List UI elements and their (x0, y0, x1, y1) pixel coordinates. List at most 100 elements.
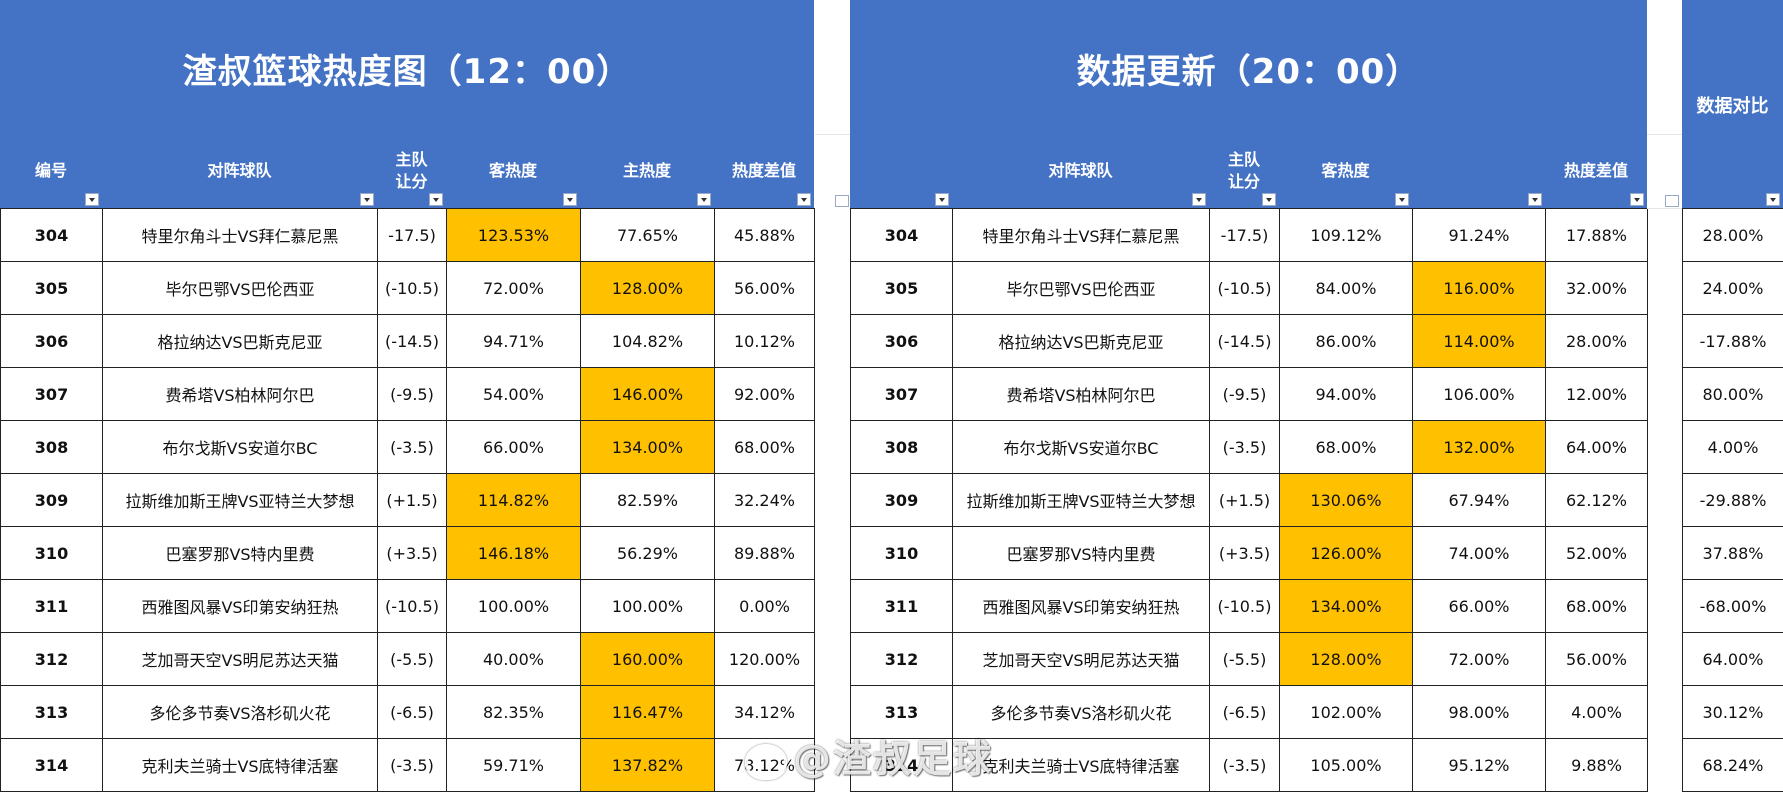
filter-button[interactable] (935, 193, 949, 206)
cell-heat-diff: 68.00% (1545, 579, 1648, 633)
cell-spread: (-14.5) (1209, 314, 1280, 368)
cell-heat-diff: 17.88% (1545, 208, 1648, 262)
cell-spread: (-6.5) (1209, 685, 1280, 739)
filter-button[interactable] (697, 193, 711, 206)
cell-match: 克利夫兰骑士VS底特律活塞 (952, 738, 1210, 792)
cell-heat-diff: 32.24% (714, 473, 815, 527)
table-row: 37.88% (1682, 526, 1783, 580)
cell-home-heat: 100.00% (580, 579, 715, 633)
spacer-column (815, 0, 850, 794)
filter-button[interactable] (1630, 193, 1644, 206)
cell-match: 西雅图风暴VS印第安纳狂热 (102, 579, 378, 633)
cell-home-heat: 134.00% (580, 420, 715, 474)
table-row: 309 拉斯维加斯王牌VS亚特兰大梦想 (+1.5) 114.82% 82.59% 32.… (0, 473, 815, 527)
table-row: 64.00% (1682, 632, 1783, 686)
filter-button[interactable] (797, 193, 811, 206)
cell-away-heat: 72.00% (446, 261, 581, 315)
cell-heat-diff: 0.00% (714, 579, 815, 633)
col-header-home: 主热度 (580, 145, 714, 208)
cell-home-heat: 104.82% (580, 314, 715, 368)
cell-match: 多伦多节奏VS洛杉矶火花 (952, 685, 1210, 739)
filter-button[interactable] (1665, 195, 1679, 207)
cell-id: 304 (850, 208, 953, 262)
cell-id: 312 (850, 632, 953, 686)
table-row: 312 芝加哥天空VS明尼苏达天猫 (-5.5) 128.00% 72.00% 56.00… (850, 632, 1648, 686)
filter-button[interactable] (1262, 193, 1276, 206)
left-panel: 渣叔篮球热度图（12：00） 编号 对阵球队 主队让分 客热度 主热度 热度差值… (0, 0, 815, 792)
spacer-column (1647, 0, 1682, 794)
filter-button[interactable] (85, 193, 99, 206)
cell-heat-diff: 92.00% (714, 367, 815, 421)
col-header-id (850, 145, 952, 208)
cell-home-heat: 128.00% (580, 261, 715, 315)
table-row: 314 克利夫兰骑士VS底特律活塞 (-3.5) 59.71% 137.82% 78.12… (0, 738, 815, 792)
filter-button[interactable] (360, 193, 374, 206)
table-row: 24.00% (1682, 261, 1783, 315)
cell-home-heat: 95.12% (1412, 738, 1546, 792)
cell-compare: 28.00% (1682, 208, 1783, 262)
cell-away-heat: 109.12% (1279, 208, 1413, 262)
table-row: 308 布尔戈斯VS安道尔BC (-3.5) 66.00% 134.00% 68.00% (0, 420, 815, 474)
cell-away-heat: 94.71% (446, 314, 581, 368)
compare-title: 数据对比 (1696, 96, 1769, 117)
table-row: 311 西雅图风暴VS印第安纳狂热 (-10.5) 134.00% 66.00% 68.0… (850, 579, 1648, 633)
cell-match: 毕尔巴鄂VS巴伦西亚 (952, 261, 1210, 315)
cell-away-heat: 100.00% (446, 579, 581, 633)
filter-button[interactable] (1528, 193, 1542, 206)
col-header-diff: 热度差值 (714, 145, 814, 208)
cell-heat-diff: 4.00% (1545, 685, 1648, 739)
cell-id: 312 (0, 632, 103, 686)
filter-button[interactable] (429, 193, 443, 206)
cell-id: 305 (850, 261, 953, 315)
table-row: 314 克利夫兰骑士VS底特律活塞 (-3.5) 105.00% 95.12% 9.88% (850, 738, 1648, 792)
cell-id: 310 (0, 526, 103, 580)
left-header: 渣叔篮球热度图（12：00） 编号 对阵球队 主队让分 客热度 主热度 热度差值 (0, 0, 814, 208)
cell-id: 309 (850, 473, 953, 527)
cell-match: 特里尔角斗士VS拜仁慕尼黑 (102, 208, 378, 262)
cell-spread: (-3.5) (377, 420, 447, 474)
table-row: 306 格拉纳达VS巴斯克尼亚 (-14.5) 94.71% 104.82% 10.12% (0, 314, 815, 368)
right-table: 304 特里尔角斗士VS拜仁慕尼黑 -17.5) 109.12% 91.24% 17.88… (850, 208, 1648, 792)
right-header: 数据更新（20：00） 对阵球队 主队让分 客热度 热度差值 (850, 0, 1647, 208)
col-header-spread: 主队让分 (1209, 145, 1279, 208)
cell-home-heat: 146.00% (580, 367, 715, 421)
cell-heat-diff: 34.12% (714, 685, 815, 739)
cell-heat-diff: 52.00% (1545, 526, 1648, 580)
cell-home-heat: 137.82% (580, 738, 715, 792)
cell-spread: (-10.5) (377, 261, 447, 315)
cell-away-heat: 128.00% (1279, 632, 1413, 686)
cell-id: 305 (0, 261, 103, 315)
cell-compare: 4.00% (1682, 420, 1783, 474)
table-row: 313 多伦多节奏VS洛杉矶火花 (-6.5) 82.35% 116.47% 34.12% (0, 685, 815, 739)
cell-home-heat: 67.94% (1412, 473, 1546, 527)
cell-match: 芝加哥天空VS明尼苏达天猫 (102, 632, 378, 686)
cell-heat-diff: 64.00% (1545, 420, 1648, 474)
cell-away-heat: 134.00% (1279, 579, 1413, 633)
cell-match: 格拉纳达VS巴斯克尼亚 (102, 314, 378, 368)
cell-spread: (-5.5) (377, 632, 447, 686)
cell-spread: (-9.5) (1209, 367, 1280, 421)
cell-heat-diff: 62.12% (1545, 473, 1648, 527)
cell-compare: -68.00% (1682, 579, 1783, 633)
filter-button[interactable] (1192, 193, 1206, 206)
table-row: 304 特里尔角斗士VS拜仁慕尼黑 -17.5) 123.53% 77.65% 45.88… (0, 208, 815, 262)
cell-heat-diff: 45.88% (714, 208, 815, 262)
cell-compare: -29.88% (1682, 473, 1783, 527)
cell-away-heat: 114.82% (446, 473, 581, 527)
cell-home-heat: 160.00% (580, 632, 715, 686)
cell-home-heat: 56.29% (580, 526, 715, 580)
filter-button[interactable] (835, 195, 849, 207)
cell-spread: (-6.5) (377, 685, 447, 739)
cell-match: 克利夫兰骑士VS底特律活塞 (102, 738, 378, 792)
cell-id: 304 (0, 208, 103, 262)
filter-button[interactable] (1766, 193, 1780, 206)
cell-id: 314 (850, 738, 953, 792)
cell-home-heat: 106.00% (1412, 367, 1546, 421)
cell-home-heat: 116.47% (580, 685, 715, 739)
left-table: 304 特里尔角斗士VS拜仁慕尼黑 -17.5) 123.53% 77.65% 45.88… (0, 208, 815, 792)
filter-button[interactable] (563, 193, 577, 206)
cell-id: 307 (0, 367, 103, 421)
cell-away-heat: 54.00% (446, 367, 581, 421)
cell-match: 拉斯维加斯王牌VS亚特兰大梦想 (952, 473, 1210, 527)
filter-button[interactable] (1395, 193, 1409, 206)
